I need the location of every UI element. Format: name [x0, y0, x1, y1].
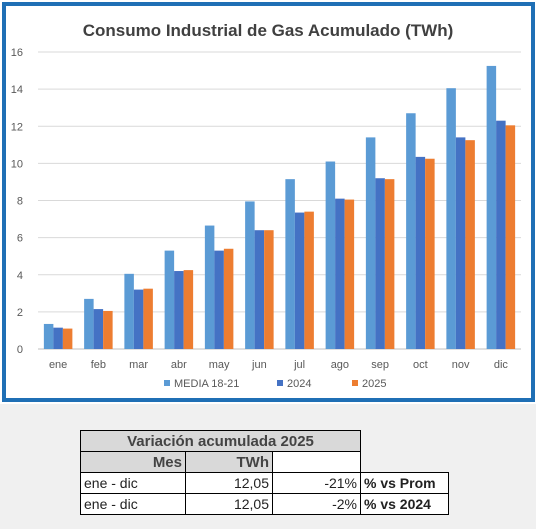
x-tick-label: sep: [371, 359, 389, 371]
x-tick-label: mar: [129, 359, 148, 371]
x-tick-label: may: [209, 359, 230, 371]
legend-label: MEDIA 18-21: [174, 378, 239, 390]
y-tick-label: 8: [17, 196, 23, 208]
bar: [406, 113, 416, 349]
table-row: ene - dic 12,05 -21% % vs Prom: [80, 472, 449, 494]
y-tick-label: 4: [17, 270, 23, 282]
variation-table: Variación acumulada 2025 Mes TWh ene - d…: [80, 430, 449, 515]
y-tick-label: 10: [11, 158, 23, 170]
bar: [84, 298, 94, 349]
x-tick-label: oct: [413, 359, 428, 371]
x-tick-label: feb: [91, 359, 106, 371]
bar: [486, 65, 497, 349]
x-tick-label: dic: [494, 359, 509, 371]
bar: [455, 137, 466, 349]
bar: [304, 211, 314, 349]
bar: [62, 328, 73, 349]
bar: [425, 158, 435, 349]
bar: [43, 323, 54, 349]
bar: [465, 140, 475, 349]
header-twh: TWh: [185, 451, 273, 473]
bar: [103, 310, 113, 349]
cell-twh: 12,05: [185, 493, 273, 515]
cell-mes: ene - dic: [80, 472, 186, 494]
bar: [496, 120, 506, 350]
y-tick-label: 0: [17, 344, 23, 356]
bar: [124, 273, 134, 349]
y-tick-label: 12: [11, 121, 23, 133]
legend-label: 2024: [287, 378, 311, 390]
bar: [245, 201, 255, 349]
bar: [223, 248, 234, 349]
table-title: Variación acumulada 2025: [80, 430, 361, 452]
cell-pct: -21%: [272, 472, 361, 494]
table-row: ene - dic 12,05 -2% % vs 2024: [80, 493, 449, 515]
bar: [204, 225, 215, 349]
bar: [335, 198, 345, 349]
bar: [344, 199, 355, 349]
bar-chart: Consumo Industrial de Gas Acumulado (TWh…: [11, 21, 521, 390]
bar: [325, 161, 336, 349]
chart-title: Consumo Industrial de Gas Acumulado (TWh…: [83, 21, 454, 40]
bar: [143, 288, 153, 349]
legend-swatch: [352, 380, 358, 386]
bar: [446, 88, 456, 350]
x-axis-ticks: ene feb mar abr may jun jul ago sep oct nov dic: [49, 359, 508, 371]
bars: [43, 65, 516, 350]
legend-label: 2025: [362, 378, 386, 390]
cell-label: % vs Prom: [360, 472, 449, 494]
bar: [183, 270, 194, 349]
bar: [174, 271, 184, 349]
y-axis-ticks: 0 2 4 6 8 10 12 14 16: [11, 47, 23, 356]
bar: [53, 327, 63, 349]
bar: [214, 250, 224, 349]
bar: [93, 309, 104, 349]
header-mes: Mes: [80, 451, 186, 473]
y-tick-label: 2: [17, 307, 23, 319]
x-tick-label: abr: [171, 359, 187, 371]
x-tick-label: nov: [452, 359, 470, 371]
cell-label: % vs 2024: [360, 493, 449, 515]
bar: [164, 250, 175, 349]
x-tick-label: jun: [251, 359, 267, 371]
bar: [254, 230, 265, 349]
bar: [264, 230, 274, 349]
bar: [505, 125, 516, 350]
bar: [285, 179, 295, 349]
y-tick-label: 16: [11, 47, 23, 59]
table-header-row: Mes TWh: [80, 451, 449, 473]
cell-pct: -2%: [272, 493, 361, 515]
table-title-row: Variación acumulada 2025: [80, 430, 449, 452]
x-tick-label: jul: [293, 359, 305, 371]
gridlines: [38, 51, 521, 350]
bar: [133, 289, 144, 349]
y-tick-label: 6: [17, 233, 23, 245]
bar: [375, 178, 385, 349]
chart-frame: Consumo Industrial de Gas Acumulado (TWh…: [2, 2, 535, 402]
bar: [415, 156, 426, 349]
bar: [294, 212, 305, 349]
bar: [384, 179, 395, 349]
x-tick-label: ene: [49, 359, 67, 371]
legend-swatch: [277, 380, 283, 386]
cell-twh: 12,05: [185, 472, 273, 494]
legend: MEDIA 18-21 2024 2025: [164, 378, 386, 390]
legend-swatch: [164, 380, 170, 386]
y-tick-label: 14: [11, 84, 23, 96]
bar: [365, 137, 376, 349]
cell-mes: ene - dic: [80, 493, 186, 515]
x-tick-label: ago: [331, 359, 349, 371]
